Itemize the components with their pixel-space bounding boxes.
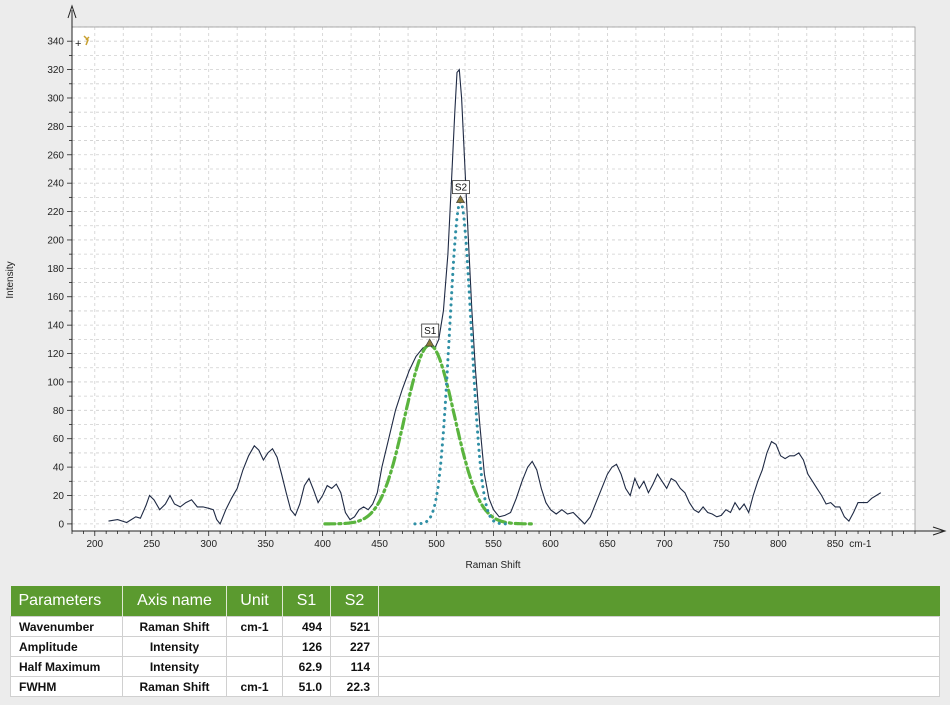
axis-cell: Raman Shift (122, 676, 227, 697)
grid-layer (72, 26, 915, 531)
table-row: FWHM Raman Shift cm-1 51.0 22.3 (10, 676, 940, 697)
unit-cell: cm-1 (226, 616, 283, 637)
unit-cell: cm-1 (226, 676, 283, 697)
y-tick-label: 320 (47, 65, 64, 76)
filler-cell (378, 676, 940, 697)
param-cell: Amplitude (10, 636, 123, 657)
spectrum-line (108, 68, 882, 525)
param-cell: FWHM (10, 676, 123, 697)
axis-cell: Raman Shift (122, 616, 227, 637)
raman-chart: 200 250 300 350 400 450 500 550 600 650 700 750 800 8… (5, 4, 947, 571)
header-parameters: Parameters (10, 586, 123, 617)
axis-cell: Intensity (122, 656, 227, 677)
s1-cell: 62.9 (282, 656, 331, 677)
s1-cell: 494 (282, 616, 331, 637)
x-tick-label: 400 (314, 539, 331, 550)
header-axis-name: Axis name (122, 586, 227, 617)
y-tick-label: 140 (47, 321, 64, 332)
s2-cell: 227 (330, 636, 379, 657)
y-tick-label: 180 (47, 264, 64, 275)
table-row: Amplitude Intensity 126 227 (10, 636, 940, 657)
x-tick-label: 550 (485, 539, 502, 550)
filler-cell (378, 616, 940, 637)
s2-cell: 521 (330, 616, 379, 637)
peak-label-box-s2 (452, 180, 470, 195)
peak-marker-s2 (455, 195, 465, 203)
header-s2: S2 (330, 586, 379, 617)
x-tick-label: 750 (713, 539, 730, 550)
peak-marker-s1 (425, 338, 435, 347)
x-tick-label: 650 (599, 539, 616, 550)
x-tick-label: 500 (428, 539, 445, 550)
parameters-table: Parameters Axis name Unit S1 S2 Wavenumb… (10, 586, 940, 697)
y-tick-label: 280 (47, 122, 64, 133)
table-row: Wavenumber Raman Shift cm-1 494 521 (10, 616, 940, 637)
unit-cell (226, 636, 283, 657)
y-tick-label: 20 (53, 491, 65, 502)
x-tick-label: 800 (770, 539, 787, 550)
header-unit: Unit (226, 586, 283, 617)
peak-label-s2: S2 (455, 183, 468, 194)
y-axis-title: Intensity (5, 261, 16, 298)
annotation-layer: S1 S2 (421, 180, 470, 347)
filler-cell (378, 656, 940, 677)
unit-cell (226, 656, 283, 677)
axis-cell: Intensity (122, 636, 227, 657)
s1-cell: 51.0 (282, 676, 331, 697)
tick-layer: 200 250 300 350 400 450 500 550 600 650 700 750 800 8… (47, 37, 916, 550)
x-axis-title: Raman Shift (465, 560, 520, 571)
cursor-tool-icon[interactable]: + (75, 35, 90, 50)
peak-label-box-s1 (421, 323, 440, 338)
x-axis-arrow (932, 526, 947, 536)
y-tick-label: 260 (47, 150, 64, 161)
y-tick-label: 160 (47, 292, 64, 303)
x-tick-label: 450 (371, 539, 388, 550)
y-tick-label: 200 (47, 235, 64, 246)
s2-cell: 22.3 (330, 676, 379, 697)
s1-cell: 126 (282, 636, 331, 657)
x-tick-label: 300 (200, 539, 217, 550)
peak-label-s1: S1 (424, 326, 437, 337)
y-tick-label: 60 (53, 434, 65, 445)
y-tick-label: 0 (58, 519, 64, 530)
s2-cell: 114 (330, 656, 379, 677)
y-tick-label: 220 (47, 207, 64, 218)
x-tick-label: 200 (86, 539, 103, 550)
y-tick-label: 100 (47, 377, 64, 388)
svg-text:+: + (75, 38, 81, 50)
x-tick-label: 250 (143, 539, 160, 550)
header-filler (378, 586, 940, 617)
x-tick-label: 600 (542, 539, 559, 550)
y-axis-arrow (67, 4, 77, 19)
x-tick-label: 700 (656, 539, 673, 550)
param-cell: Wavenumber (10, 616, 123, 637)
filler-cell (378, 636, 940, 657)
table-header-row: Parameters Axis name Unit S1 S2 (10, 586, 940, 617)
header-s1: S1 (282, 586, 331, 617)
y-tick-label: 40 (53, 463, 65, 474)
y-tick-label: 120 (47, 349, 64, 360)
y-tick-label: 340 (47, 37, 64, 48)
table-row: Half Maximum Intensity 62.9 114 (10, 656, 940, 677)
y-tick-label: 80 (53, 406, 65, 417)
x-unit-label: cm-1 (849, 539, 872, 550)
y-tick-label: 300 (47, 93, 64, 104)
param-cell: Half Maximum (10, 656, 123, 677)
x-tick-label: 350 (257, 539, 274, 550)
y-tick-label: 240 (47, 179, 64, 190)
x-tick-label: 850 (827, 539, 844, 550)
